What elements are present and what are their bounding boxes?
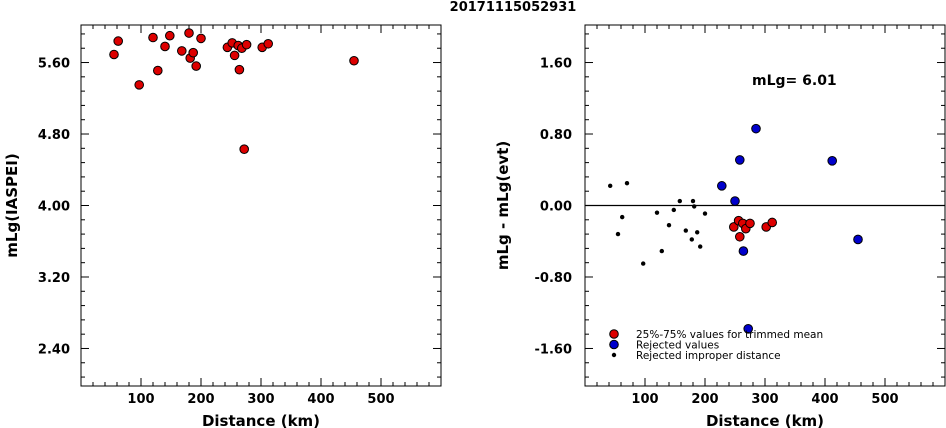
legend: 25%-75% values for trimmed meanRejected … [609, 329, 823, 362]
right-y-axis: -1.60 -0.80 0.00 0.80 1.60 [535, 33, 945, 378]
data-point [729, 222, 739, 232]
data-point-small [702, 211, 708, 216]
mlg-annotation: mLg= 6.01 [752, 73, 837, 89]
data-point [827, 156, 838, 166]
data-point [853, 234, 863, 245]
left-scatter-panel: 100 200 300 400 500 2.40 3.20 4.00 4.80 5.60 Dis… [3, 24, 442, 428]
data-point [229, 50, 240, 61]
y-tick-label: 4.80 [38, 128, 70, 143]
left-y-axis-label: mLg(IASPEI) [3, 153, 21, 257]
data-point [113, 36, 123, 46]
y-tick-label: 1.60 [540, 57, 572, 72]
x-tick-label: 500 [871, 392, 898, 407]
y-tick-label: 3.20 [38, 271, 70, 286]
data-point-small [671, 207, 676, 213]
y-tick-label: 0.00 [540, 200, 572, 215]
data-point-small [608, 183, 613, 189]
x-tick-label: 400 [307, 392, 334, 407]
left-y-axis: 2.40 3.20 4.00 4.80 5.60 [38, 33, 441, 378]
data-point [263, 38, 274, 49]
data-point-small [683, 228, 688, 233]
x-tick-label: 100 [631, 392, 658, 407]
y-tick-label: 2.40 [38, 342, 70, 357]
right-x-axis: 100 200 300 400 500 [596, 25, 934, 407]
legend-label: Rejected improper distance [636, 350, 781, 362]
data-point [191, 61, 201, 71]
y-tick-label: -1.60 [535, 342, 572, 357]
right-residual-panel: 100 200 300 400 500 -1.60 -0.80 0.00 0.80 1.60 m… [494, 24, 946, 428]
data-point [153, 65, 163, 76]
right-x-axis-label: Distance (km) [706, 412, 824, 428]
x-tick-label: 400 [811, 392, 838, 407]
left-x-axis-label: Distance (km) [202, 412, 320, 428]
left-x-axis: 100 200 300 400 500 [92, 25, 430, 407]
data-point [751, 123, 761, 134]
data-point-small [659, 248, 664, 254]
data-point [743, 324, 754, 334]
y-tick-label: 0.80 [540, 128, 572, 143]
data-point [148, 32, 158, 43]
data-point [184, 28, 194, 38]
data-point [349, 55, 359, 66]
data-point [239, 144, 249, 155]
data-point [134, 80, 144, 90]
data-point [717, 181, 727, 191]
left-data-points [109, 28, 359, 155]
right-y-axis-label: mLg - mLg(evt) [494, 141, 512, 270]
data-point-small [620, 214, 625, 220]
data-point-small [698, 244, 703, 249]
data-point [738, 246, 749, 256]
y-tick-label: -0.80 [535, 271, 572, 286]
data-point-small [689, 237, 694, 242]
right-data-points [608, 123, 863, 334]
data-point-small [692, 204, 697, 209]
data-point-small [695, 230, 700, 235]
x-tick-label: 100 [127, 392, 154, 407]
x-tick-label: 200 [691, 392, 718, 407]
data-point [177, 46, 187, 56]
data-point-small [677, 198, 682, 204]
data-point-small [641, 261, 646, 266]
data-point-small [615, 231, 621, 237]
x-tick-label: 200 [187, 392, 214, 407]
data-point [196, 33, 206, 44]
data-point [735, 231, 745, 242]
data-point-small [624, 180, 630, 186]
legend-marker [609, 329, 619, 339]
data-point [241, 39, 252, 50]
data-point [109, 49, 119, 60]
left-plot-frame [80, 24, 442, 387]
data-point-small [666, 222, 672, 228]
y-tick-label: 4.00 [38, 200, 70, 215]
data-point [160, 41, 170, 52]
data-point-small [690, 198, 696, 204]
legend-marker [611, 352, 617, 358]
legend-label: 25%-75% values for trimmed mean [636, 329, 823, 341]
legend-label: Rejected values [636, 340, 719, 352]
x-tick-label: 300 [751, 392, 778, 407]
data-point [767, 217, 778, 228]
data-point [165, 30, 175, 41]
data-point [745, 218, 755, 229]
x-tick-label: 500 [367, 392, 394, 407]
data-point [730, 196, 740, 206]
data-point [735, 155, 745, 165]
x-tick-label: 300 [247, 392, 274, 407]
chart-title: 20171115052931 [450, 0, 577, 15]
data-point-small [654, 210, 660, 215]
data-point [188, 47, 198, 58]
y-tick-label: 5.60 [38, 57, 70, 72]
data-point [234, 64, 245, 75]
legend-marker [609, 339, 619, 350]
